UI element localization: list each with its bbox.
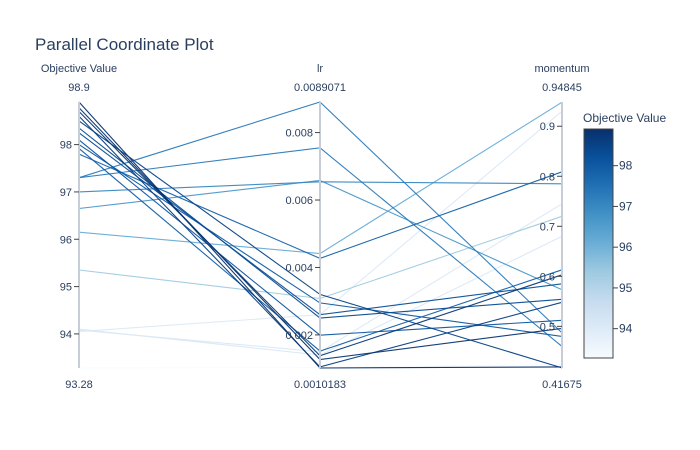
colorbar-tick-label: 96 <box>619 240 633 254</box>
axis-tick-label: 0.006 <box>285 195 313 207</box>
axis-range-min: 0.41675 <box>542 379 582 391</box>
colorbar-ticks: 94 95 96 97 98 <box>613 159 633 336</box>
axis-tick-label: 0.008 <box>285 128 313 140</box>
axis-tick-label: 95 <box>60 282 72 294</box>
axis-tick-label: 97 <box>60 187 72 199</box>
axis-range-max: 0.0089071 <box>294 82 346 94</box>
colorbar-tick-label: 98 <box>619 159 633 173</box>
colorbar-title: Objective Value <box>583 111 666 125</box>
axis-range-min: 0.0010183 <box>294 379 346 391</box>
axis-range-max: 0.94845 <box>542 82 582 94</box>
axis-tick-label: 0.9 <box>540 121 555 133</box>
axis-tick-label: 0.5 <box>540 321 555 333</box>
axis-tick-label: 0.002 <box>285 330 313 342</box>
axis-range-max: 98.9 <box>68 82 89 94</box>
axis-tick-label: 96 <box>60 234 72 246</box>
colorbar: Objective Value 94 95 96 97 98 <box>583 111 666 359</box>
colorbar-tick-label: 97 <box>619 199 633 213</box>
axis-label: momentum <box>534 63 589 75</box>
axis-tick-label: 0.6 <box>540 271 555 283</box>
axes: Objective Value 98.9 93.28 94 95 96 97 98 lr 0.00… <box>41 63 590 391</box>
axis-tick-label: 98 <box>60 140 72 152</box>
colorbar-tick-label: 94 <box>619 322 633 336</box>
axis-1: lr 0.0089071 0.0010183 0.002 0.004 0.006 0.008 <box>285 63 346 391</box>
colorbar-tick-label: 95 <box>619 281 633 295</box>
axis-2: momentum 0.94845 0.41675 0.5 0.6 0.7 0.8 0.9 <box>534 63 589 391</box>
chart-title: Parallel Coordinate Plot <box>35 35 214 54</box>
colorbar-gradient <box>583 128 614 359</box>
axis-tick-label: 94 <box>60 329 72 341</box>
axis-label: lr <box>317 63 323 75</box>
axis-tick-label: 0.8 <box>540 171 555 183</box>
axis-tick-label: 0.004 <box>285 262 313 274</box>
axis-0: Objective Value 98.9 93.28 94 95 96 97 98 <box>41 63 117 391</box>
axis-range-min: 93.28 <box>65 379 93 391</box>
axis-label: Objective Value <box>41 63 117 75</box>
axis-tick-label: 0.7 <box>540 221 555 233</box>
